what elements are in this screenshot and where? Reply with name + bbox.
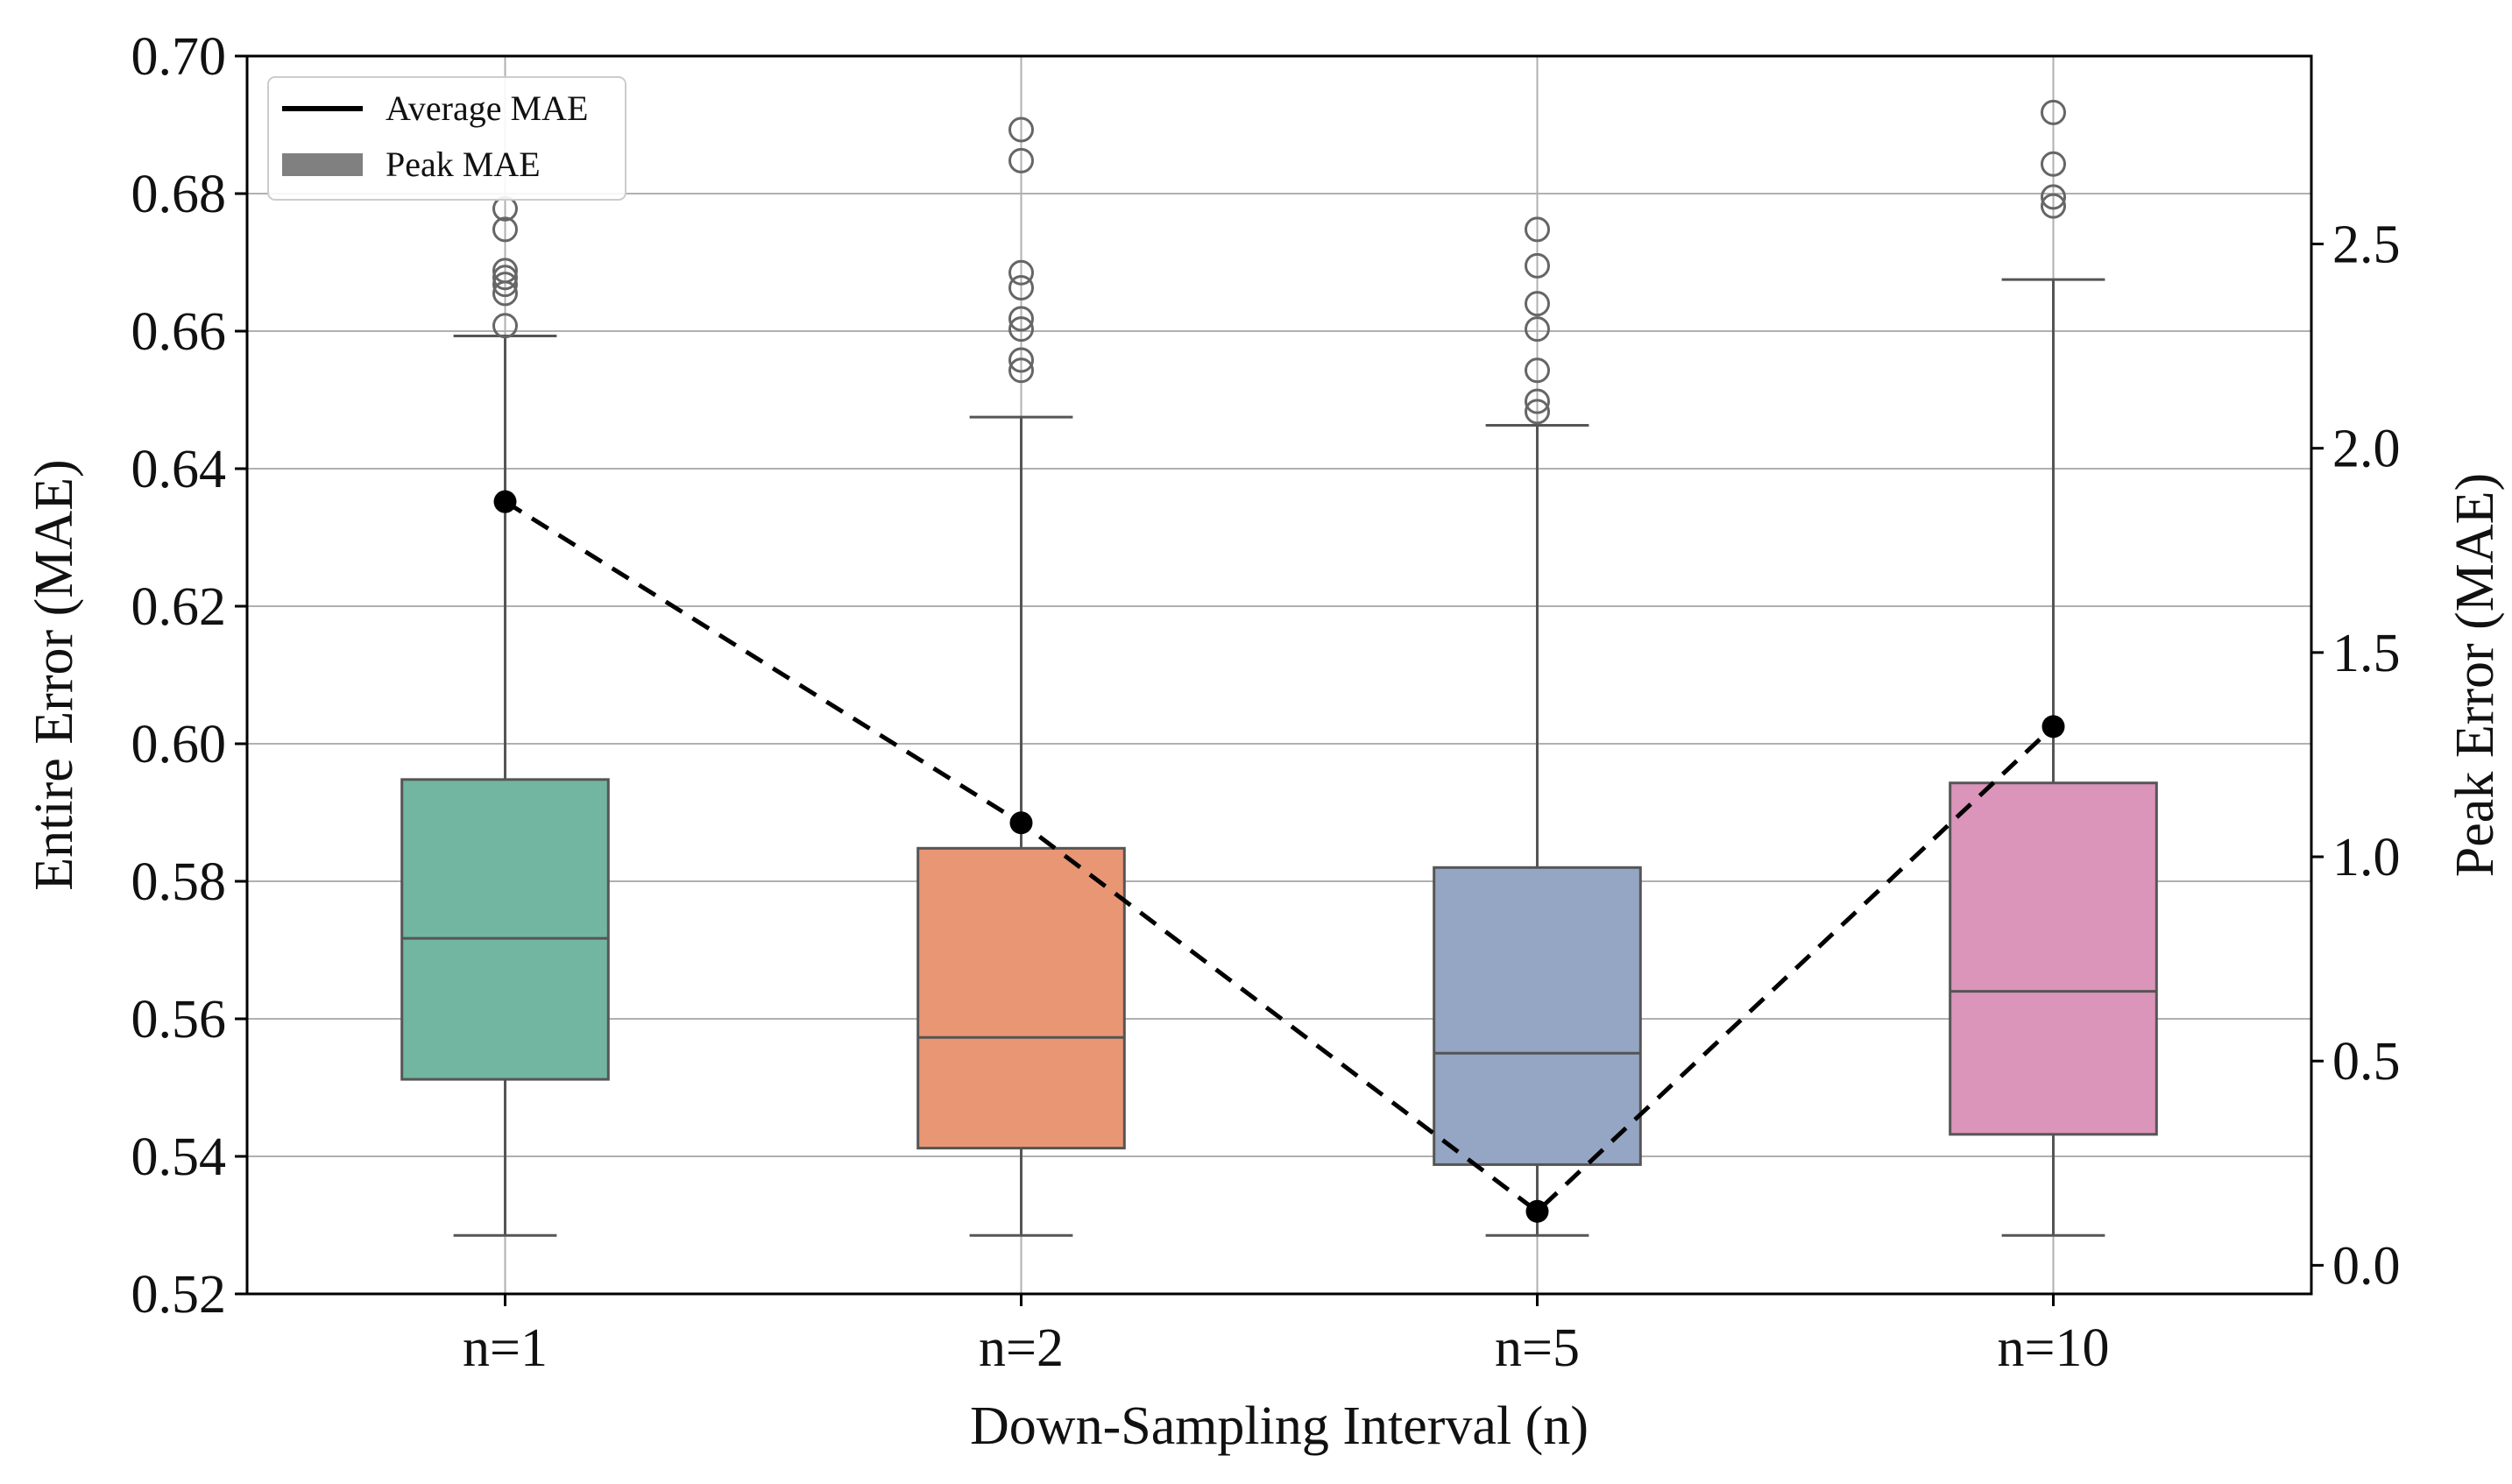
- left-tick-label: 0.60: [131, 715, 227, 774]
- average-mae-point: [1525, 1199, 1549, 1223]
- right-y-axis-title: Peak Error (MAE): [2445, 473, 2505, 877]
- outlier-point: [1525, 216, 1550, 243]
- box-plots: [400, 99, 2158, 1237]
- box-n-10: [1949, 99, 2158, 1237]
- legend-label: Peak MAE: [386, 145, 541, 184]
- outlier-point: [1525, 291, 1550, 317]
- average-mae-series: [493, 490, 2065, 1223]
- average-mae-point: [493, 490, 517, 513]
- box-iqr: [1949, 781, 2158, 1136]
- box-n-1: [400, 195, 610, 1237]
- outlier-point: [2041, 184, 2066, 210]
- box-iqr: [1433, 866, 1642, 1166]
- right-tick-label: 1.5: [2332, 624, 2401, 683]
- left-tick-label: 0.58: [131, 852, 227, 912]
- outlier-point: [1008, 357, 1034, 384]
- right-tick-label: 2.5: [2332, 216, 2401, 275]
- outlier-point: [492, 265, 518, 291]
- average-mae-line: [504, 499, 2056, 1215]
- left-tick-label: 0.52: [131, 1265, 227, 1325]
- outlier-point: [1008, 275, 1034, 301]
- outlier-point: [492, 272, 518, 298]
- legend: Average MAE Peak MAE: [267, 76, 626, 201]
- plot-frame: [245, 54, 2313, 1296]
- box-iqr: [400, 778, 610, 1081]
- outlier-point: [1008, 347, 1034, 373]
- outlier-point: [492, 216, 518, 243]
- left-tick-label: 0.66: [131, 302, 227, 362]
- left-tick-label: 0.56: [131, 990, 227, 1049]
- x-tick-label: n=1: [463, 1318, 548, 1378]
- right-tick-label: 2.0: [2332, 420, 2401, 479]
- right-tick-label: 0.5: [2332, 1032, 2401, 1092]
- outlier-point: [1525, 388, 1550, 414]
- box-n-2: [916, 117, 1126, 1237]
- box-n-5: [1433, 216, 1642, 1237]
- outlier-point: [492, 313, 518, 339]
- x-tick-label: n=5: [1495, 1318, 1580, 1378]
- box-iqr: [916, 846, 1126, 1150]
- legend-label: Average MAE: [386, 88, 588, 128]
- outlier-point: [1008, 306, 1034, 332]
- left-y-axis-title: Entire Error (MAE): [25, 459, 84, 890]
- average-mae-point: [1009, 811, 1033, 835]
- outlier-point: [1525, 357, 1550, 384]
- outlier-point: [2041, 151, 2066, 177]
- outlier-point: [1008, 316, 1034, 343]
- outlier-point: [492, 258, 518, 284]
- average-mae-point: [2041, 715, 2065, 738]
- outlier-point: [2041, 193, 2066, 219]
- right-tick-label: 1.0: [2332, 828, 2401, 887]
- left-tick-label: 0.64: [131, 440, 227, 499]
- left-tick-label: 0.54: [131, 1127, 227, 1187]
- outlier-point: [1525, 316, 1550, 343]
- right-tick-label: 0.0: [2332, 1236, 2401, 1296]
- outlier-point: [1525, 252, 1550, 279]
- outlier-point: [1008, 259, 1034, 286]
- legend-swatch-peak-mae: [282, 153, 363, 176]
- left-tick-label: 0.68: [131, 165, 227, 224]
- left-tick-label: 0.62: [131, 577, 227, 637]
- left-tick-label: 0.70: [131, 27, 227, 87]
- axes: 0.52 0.54 0.56 0.58 0.60 0.62 0.64 0.66 0.68 0.70…: [25, 27, 2505, 1456]
- outlier-point: [1008, 147, 1034, 173]
- outlier-point: [1525, 399, 1550, 425]
- x-axis-title: Down-Sampling Interval (n): [970, 1396, 1589, 1456]
- x-tick-label: n=2: [979, 1318, 1064, 1378]
- x-tick-label: n=10: [1998, 1318, 2110, 1378]
- outlier-point: [2041, 99, 2066, 125]
- outlier-point: [1008, 117, 1034, 143]
